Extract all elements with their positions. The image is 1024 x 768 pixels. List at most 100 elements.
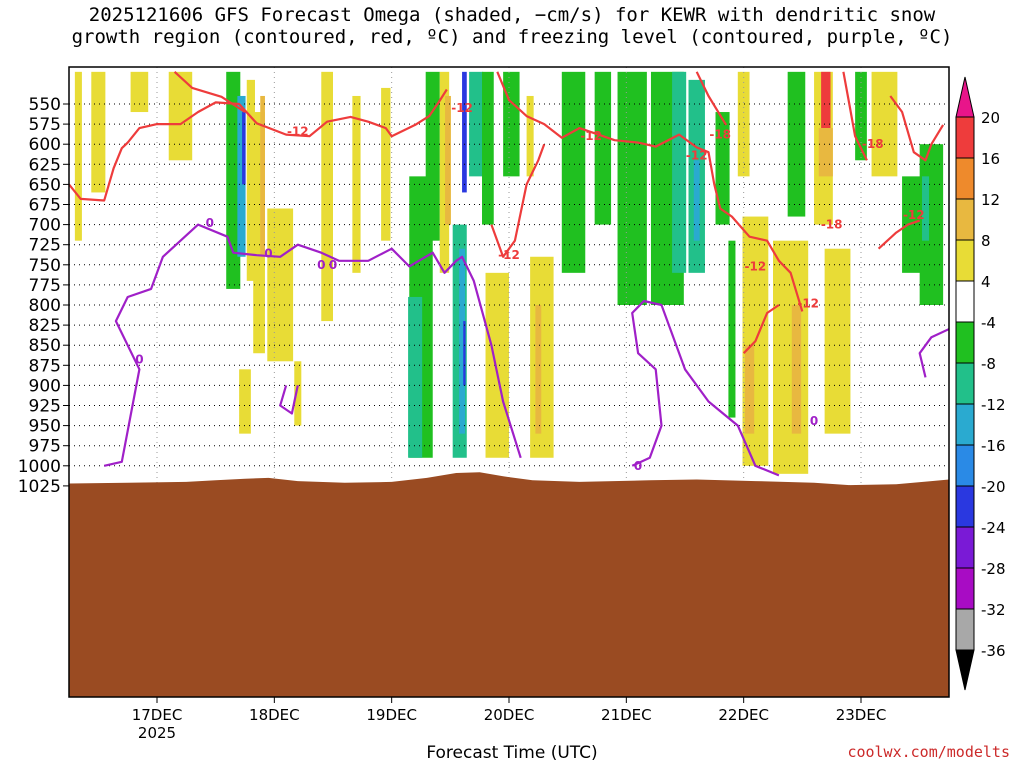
contour-label-3: -18: [709, 128, 731, 142]
contour-label-11: 0: [206, 216, 214, 230]
chart-title-line-2: growth region (contoured, red, ºC) and f…: [71, 26, 953, 48]
contour-label-12: 0: [264, 247, 272, 261]
x-tick-label-20DEC: 20DEC: [484, 706, 535, 724]
freezing-contour-2: [279, 385, 299, 415]
y-tick-label-800: 800: [29, 296, 61, 316]
colorbar-segment-7: [955, 403, 975, 446]
omega-band-31: [530, 256, 554, 458]
y-tick-label-675: 675: [29, 196, 61, 216]
omega-band-26: [469, 71, 484, 177]
omega-band-3: [168, 71, 193, 161]
y-tick-label-875: 875: [29, 356, 61, 376]
omega-band-23: [459, 248, 465, 434]
colorbar-segment-2: [955, 198, 975, 241]
colorbar-segment-10: [955, 526, 975, 569]
y-tick-label-825: 825: [29, 316, 61, 336]
omega-band-33: [561, 71, 586, 273]
omega-band-6: [242, 112, 246, 185]
x-tick-label-17DEC: 17DEC: [132, 706, 183, 724]
chart-title-line-1: 2025121606 GFS Forecast Omega (shaded, −…: [88, 4, 936, 26]
omega-band-52: [855, 71, 867, 161]
freezing-contour-3: [918, 328, 949, 378]
y-tick-label-750: 750: [29, 256, 61, 276]
contour-label-15: 0: [135, 353, 143, 367]
omega-band-25: [463, 321, 466, 386]
y-tick-label-550: 550: [29, 95, 61, 115]
omega-band-2: [130, 71, 149, 113]
contour-label-7: -18: [821, 218, 843, 232]
omega-band-9: [260, 95, 265, 257]
contour-label-6: -12: [498, 248, 520, 262]
terrain-profile: [69, 472, 949, 697]
omega-band-8: [253, 112, 265, 354]
omega-band-13: [294, 361, 302, 426]
site-credit[interactable]: coolwx.com/modelts: [847, 743, 1010, 761]
colorbar-label-6: -8: [981, 355, 996, 373]
omega-band-27: [482, 71, 494, 225]
colorbar-label-2: 12: [981, 191, 1000, 209]
omega-band-32: [535, 305, 542, 434]
colorbar-label-10: -24: [981, 519, 1006, 537]
colorbar-label-4: 4: [981, 273, 991, 291]
omega-band-12: [239, 369, 251, 434]
contour-label-14: 0: [329, 258, 337, 272]
contour-label-16: 0: [810, 414, 818, 428]
colorbar-segment-3: [955, 239, 975, 282]
y-tick-label-1025: 1025: [18, 477, 61, 497]
x-tick-sublabel-2025: 2025: [138, 724, 176, 742]
colorbar-label-3: 8: [981, 232, 991, 250]
contour-label-9: -12: [745, 259, 767, 273]
x-axis-label: Forecast Time (UTC): [426, 743, 598, 763]
dgz-contour-1: [173, 70, 246, 113]
colorbar-segment-12: [955, 608, 975, 651]
y-tick-label-700: 700: [29, 216, 61, 236]
omega-band-21: [445, 95, 451, 225]
freezing-contour-1: [631, 299, 780, 477]
contour-label-17: 0: [634, 459, 642, 473]
omega-band-44: [744, 345, 755, 434]
y-tick-label-600: 600: [29, 135, 61, 155]
omega-band-20: [439, 71, 450, 273]
colorbar-label-12: -32: [981, 601, 1006, 619]
omega-band-18: [408, 296, 423, 458]
contour-label-0: -12: [451, 101, 473, 115]
dgz-contour-6: [742, 304, 780, 354]
colorbar-segment-6: [955, 362, 975, 405]
contour-label-2: -12: [580, 129, 602, 143]
y-tick-label-925: 925: [29, 397, 61, 417]
colorbar-label-1: 16: [981, 150, 1000, 168]
omega-band-35: [617, 71, 647, 305]
colorbar-segment-0: [955, 116, 975, 159]
dgz-contour-5: [842, 71, 868, 161]
y-tick-label-850: 850: [29, 336, 61, 356]
y-tick-label-725: 725: [29, 236, 61, 256]
omega-band-37: [672, 71, 687, 273]
colorbar-segment-4: [955, 280, 975, 323]
omega-band-39: [693, 160, 700, 241]
y-tick-label-900: 900: [29, 376, 61, 396]
omega-band-19: [425, 71, 440, 241]
contour-label-1: -12: [287, 124, 309, 138]
dgz-contour-2: [496, 71, 804, 312]
contour-label-8: -12: [903, 208, 925, 222]
omega-band-42: [737, 71, 750, 177]
x-tick-label-19DEC: 19DEC: [366, 706, 417, 724]
x-tick-label-23DEC: 23DEC: [836, 706, 887, 724]
contour-label-13: 0: [317, 258, 325, 272]
y-tick-label-775: 775: [29, 276, 61, 296]
omega-band-50: [818, 128, 833, 177]
omega-band-0: [74, 71, 82, 241]
omega-band-54: [902, 176, 926, 273]
freezing-contour-0: [103, 223, 522, 467]
dgz-contour-8: [877, 219, 921, 250]
x-tick-label-22DEC: 22DEC: [718, 706, 769, 724]
colorbar-label-5: -4: [981, 314, 996, 332]
colorbar-bottom-arrow: [955, 649, 975, 691]
omega-band-30: [526, 95, 534, 177]
omega-band-49: [821, 71, 831, 129]
colorbar-segment-11: [955, 567, 975, 610]
contour-label-5: -18: [862, 137, 884, 151]
omega-band-24: [462, 71, 467, 193]
omega-band-40: [715, 112, 730, 225]
